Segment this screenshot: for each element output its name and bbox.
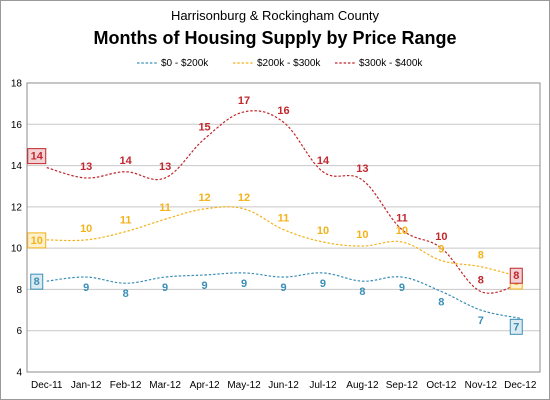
data-label: 11 xyxy=(396,213,408,225)
data-label: 9 xyxy=(280,282,286,294)
data-label: 10 xyxy=(396,225,408,237)
x-tick-label: Nov-12 xyxy=(465,380,498,391)
data-label: 17 xyxy=(238,95,250,107)
data-label: 8 xyxy=(513,270,519,282)
data-label: 7 xyxy=(513,321,519,333)
data-label: 10 xyxy=(31,235,43,247)
data-label: 11 xyxy=(120,215,132,227)
axes: 4 6 8 10 12 14 16 18 Dec-11 Jan-12 Feb-12 Mar-12 Apr… xyxy=(11,79,541,391)
data-label: 9 xyxy=(162,282,168,294)
data-label: 11 xyxy=(159,202,171,214)
series-line xyxy=(46,206,521,278)
data-label: 12 xyxy=(238,192,250,204)
x-tick-label: Apr-12 xyxy=(190,380,220,391)
data-label: 7 xyxy=(478,315,484,327)
x-tick-label: Oct-12 xyxy=(426,380,456,391)
x-tick-label: Dec-12 xyxy=(504,380,537,391)
data-label: 13 xyxy=(80,161,92,173)
data-label: 13 xyxy=(356,163,368,175)
data-label: 8 xyxy=(34,276,40,288)
data-label: 14 xyxy=(31,151,44,163)
x-tick-label: Jun-12 xyxy=(268,380,299,391)
data-label: 8 xyxy=(438,296,444,308)
data-label: 14 xyxy=(317,155,330,167)
data-label: 8 xyxy=(478,250,484,262)
y-tick-label: 4 xyxy=(16,368,22,379)
data-label: 10 xyxy=(356,229,368,241)
x-tick-label: Mar-12 xyxy=(149,380,181,391)
data-label: 9 xyxy=(241,278,247,290)
data-label-box xyxy=(509,267,523,284)
series-lines xyxy=(46,110,521,319)
data-label: 8 xyxy=(123,288,129,300)
data-label: 16 xyxy=(277,105,289,117)
series-line xyxy=(46,110,521,294)
legend-label: $200k - $300k xyxy=(257,58,321,69)
data-label: 8 xyxy=(359,286,365,298)
x-tick-label: Feb-12 xyxy=(110,380,142,391)
y-tick-label: 16 xyxy=(11,120,23,131)
legend-label: $0 - $200k xyxy=(161,58,209,69)
x-tick-label: Jan-12 xyxy=(71,380,102,391)
data-label: 9 xyxy=(202,280,208,292)
plot-area xyxy=(26,82,541,373)
data-label: 13 xyxy=(159,161,171,173)
data-label-box xyxy=(509,318,523,335)
y-tick-label: 10 xyxy=(11,244,23,255)
legend-label: $300k - $400k xyxy=(359,58,423,69)
grid xyxy=(27,82,540,373)
data-label: 8 xyxy=(478,274,484,286)
data-label-box xyxy=(30,273,44,290)
data-label: 15 xyxy=(198,122,210,134)
x-tick-label: Dec-11 xyxy=(31,380,63,391)
data-label-box xyxy=(27,148,47,165)
data-label: 9 xyxy=(438,244,444,256)
x-tick-label: May-12 xyxy=(227,380,261,391)
data-label: 10 xyxy=(80,223,92,235)
x-tick-label: Sep-12 xyxy=(386,380,419,391)
data-label: 9 xyxy=(320,278,326,290)
data-label: 9 xyxy=(399,282,405,294)
y-tick-label: 8 xyxy=(16,285,22,296)
chart-title: Months of Housing Supply by Price Range xyxy=(93,28,456,48)
y-tick-label: 14 xyxy=(11,161,23,172)
data-label: 10 xyxy=(317,225,329,237)
y-tick-label: 12 xyxy=(11,202,23,213)
x-tick-label: Jul-12 xyxy=(309,380,337,391)
y-tick-label: 18 xyxy=(11,79,23,90)
y-tick-label: 6 xyxy=(16,326,22,337)
data-label: 9 xyxy=(83,282,89,294)
x-tick-label: Aug-12 xyxy=(346,380,379,391)
data-labels: 8989999989877101011111212111010109881413… xyxy=(27,95,523,335)
series-line xyxy=(46,272,521,319)
data-label: 11 xyxy=(278,213,290,225)
data-label: 12 xyxy=(198,192,210,204)
legend: $0 - $200k $200k - $300k $300k - $400k xyxy=(137,58,423,69)
data-label: 14 xyxy=(120,155,133,167)
data-label: 10 xyxy=(435,231,447,243)
data-label-box xyxy=(27,232,47,249)
chart-subtitle: Harrisonburg & Rockingham County xyxy=(171,8,380,23)
